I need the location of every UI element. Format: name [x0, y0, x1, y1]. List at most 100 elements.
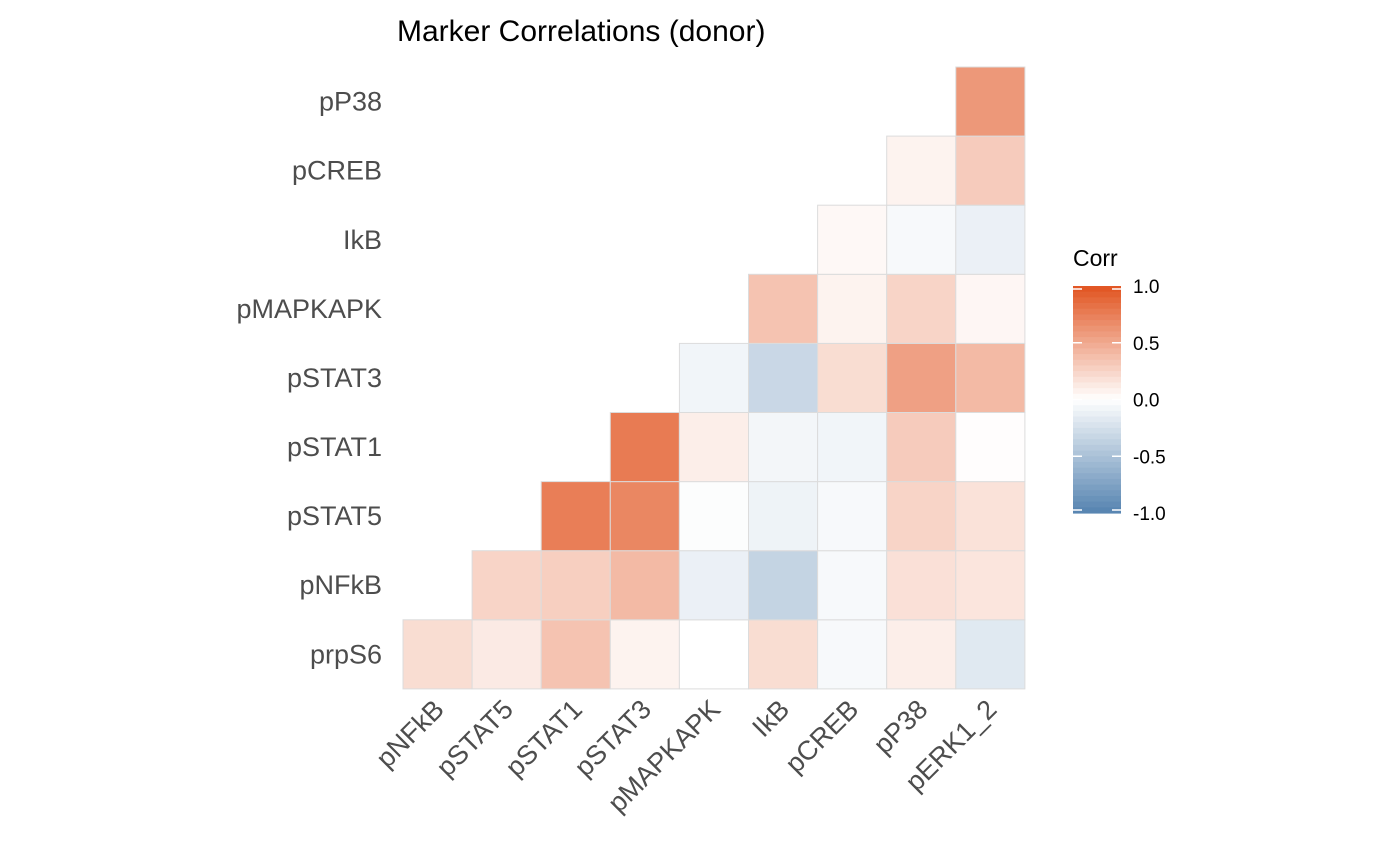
- heatmap-cell-pSTAT5-pP38: [886, 481, 957, 552]
- heatmap-cell-pSTAT3-IkB: [748, 342, 819, 413]
- legend-gradient-segment: [1073, 501, 1121, 508]
- heatmap-cell-IkB-pP38: [886, 204, 957, 275]
- legend-gradient-segment: [1073, 422, 1121, 429]
- x-tick-label: IkB: [746, 694, 795, 743]
- color-legend: Corr 1.0 0.5 0.0 -0.5 -1.0: [1073, 245, 1166, 525]
- legend-gradient-segment: [1073, 439, 1121, 446]
- x-tick-label: pSTAT5: [431, 694, 519, 782]
- heatmap-cell-pSTAT5-IkB: [748, 481, 819, 552]
- legend-gradient-segment: [1073, 433, 1121, 440]
- legend-gradient-segment: [1073, 388, 1121, 395]
- heatmap-cell-pSTAT5-pMAPKAPK: [678, 481, 750, 552]
- legend-gradient-segment: [1073, 348, 1121, 355]
- heatmap-cells: [402, 66, 1026, 690]
- legend-gradient-segment: [1073, 495, 1121, 503]
- heatmap-cell-prpS6-pSTAT1: [540, 619, 611, 690]
- legend-tick-label: 0.5: [1133, 334, 1159, 355]
- legend-gradient-segment: [1073, 393, 1121, 401]
- legend-tick-label: -0.5: [1133, 447, 1166, 468]
- chart-title: Marker Correlations (donor): [397, 15, 765, 48]
- heatmap-cell-pNFkB-IkB: [748, 550, 819, 621]
- heatmap-cell-pSTAT1-pMAPKAPK: [678, 412, 750, 483]
- legend-tick-label: 0.0: [1133, 391, 1159, 412]
- legend-gradient-segment: [1073, 490, 1121, 497]
- heatmap-cell-pP38-pERK1_2: [955, 66, 1026, 137]
- heatmap-cell-prpS6-pSTAT3: [609, 619, 680, 690]
- x-tick-label: pP38: [868, 694, 934, 760]
- heatmap-cell-IkB-pCREB: [817, 204, 888, 275]
- legend-gradient-segment: [1073, 342, 1121, 350]
- heatmap-cell-pSTAT3-pMAPKAPK: [678, 342, 750, 413]
- heatmap-cell-prpS6-IkB: [748, 619, 819, 690]
- heatmap-cell-pSTAT3-pERK1_2: [955, 342, 1026, 413]
- legend-gradient-segment: [1073, 416, 1121, 423]
- y-tick-label: pSTAT5: [287, 501, 382, 531]
- y-tick-label: pCREB: [292, 156, 382, 186]
- legend-title: Corr: [1073, 245, 1118, 271]
- heatmap-cell-prpS6-pP38: [886, 619, 957, 690]
- heatmap-cell-pSTAT1-pSTAT3: [609, 412, 680, 483]
- heatmap-cell-pNFkB-pMAPKAPK: [678, 550, 750, 621]
- legend-gradient-segment: [1073, 410, 1121, 418]
- legend-gradient-segment: [1073, 320, 1121, 327]
- heatmap-cell-pNFkB-pERK1_2: [955, 550, 1026, 621]
- x-tick-label: pSTAT1: [500, 694, 588, 782]
- heatmap-cell-pSTAT1-IkB: [748, 412, 819, 483]
- legend-gradient-segment: [1073, 303, 1121, 310]
- legend-gradient-segment: [1073, 450, 1121, 457]
- legend-gradient-segment: [1073, 365, 1121, 372]
- legend-ticks: 1.0 0.5 0.0 -0.5 -1.0: [1073, 277, 1166, 525]
- legend-gradient-segment: [1073, 382, 1121, 389]
- legend-gradient-segment: [1073, 427, 1121, 435]
- legend-gradient-segment: [1073, 314, 1121, 321]
- legend-gradient-segment: [1073, 308, 1121, 315]
- heatmap-cell-pNFkB-pSTAT1: [540, 550, 611, 621]
- heatmap-cell-pSTAT5-pSTAT3: [609, 481, 680, 552]
- y-tick-label: prpS6: [310, 639, 382, 669]
- legend-gradient-segment: [1073, 399, 1121, 406]
- y-tick-label: pSTAT1: [287, 432, 382, 462]
- heatmap-cell-pSTAT5-pSTAT1: [540, 481, 611, 552]
- legend-gradient-segment: [1073, 444, 1121, 452]
- heatmap-cell-pMAPKAPK-pCREB: [817, 273, 888, 344]
- legend-gradient-segment: [1073, 331, 1121, 338]
- y-tick-label: pMAPKAPK: [236, 294, 382, 324]
- y-tick-label: IkB: [343, 225, 382, 255]
- y-axis-tick-labels: prpS6 pNFkB pSTAT5 pSTAT1 pSTAT3 pMAPKAPK IkB p…: [236, 87, 382, 670]
- heatmap-cell-pNFkB-pSTAT5: [471, 550, 542, 621]
- legend-gradient-segment: [1073, 286, 1121, 293]
- heatmap-cell-pCREB-pP38: [886, 135, 957, 206]
- legend-gradient-segment: [1073, 297, 1121, 304]
- heatmap-cell-pSTAT1-pCREB: [817, 412, 888, 483]
- legend-gradient-segment: [1073, 478, 1121, 486]
- legend-gradient-segment: [1073, 484, 1121, 491]
- heatmap-cell-pMAPKAPK-pERK1_2: [955, 273, 1026, 344]
- heatmap-cell-prpS6-pSTAT5: [471, 619, 542, 690]
- heatmap-cell-pSTAT3-pP38: [886, 342, 957, 413]
- legend-gradient-segment: [1073, 461, 1121, 469]
- legend-gradient-segment: [1073, 337, 1121, 344]
- heatmap-cell-prpS6-pERK1_2: [955, 619, 1026, 690]
- legend-gradient-segment: [1073, 376, 1121, 384]
- heatmap-cell-pSTAT5-pCREB: [817, 481, 888, 552]
- legend-gradient-segment: [1073, 507, 1121, 514]
- heatmap-cell-pSTAT5-pERK1_2: [955, 481, 1026, 552]
- y-tick-label: pNFkB: [299, 570, 382, 600]
- heatmap-cell-pNFkB-pP38: [886, 550, 957, 621]
- legend-gradient-segment: [1073, 291, 1121, 298]
- legend-gradient-segment: [1073, 456, 1121, 463]
- y-tick-label: pP38: [319, 87, 382, 117]
- x-tick-label: pCREB: [779, 694, 864, 779]
- heatmap-cell-pMAPKAPK-pP38: [886, 273, 957, 344]
- legend-gradient-segment: [1073, 473, 1121, 480]
- heatmap-cell-pSTAT1-pERK1_2: [955, 412, 1026, 483]
- legend-gradient-segment: [1073, 405, 1121, 412]
- heatmap-cell-pMAPKAPK-IkB: [748, 273, 819, 344]
- heatmap-cell-prpS6-pCREB: [817, 619, 888, 690]
- legend-tick-label: -1.0: [1133, 504, 1166, 525]
- legend-colorbar: [1073, 286, 1121, 514]
- legend-gradient-segment: [1073, 371, 1121, 378]
- legend-gradient-segment: [1073, 359, 1121, 367]
